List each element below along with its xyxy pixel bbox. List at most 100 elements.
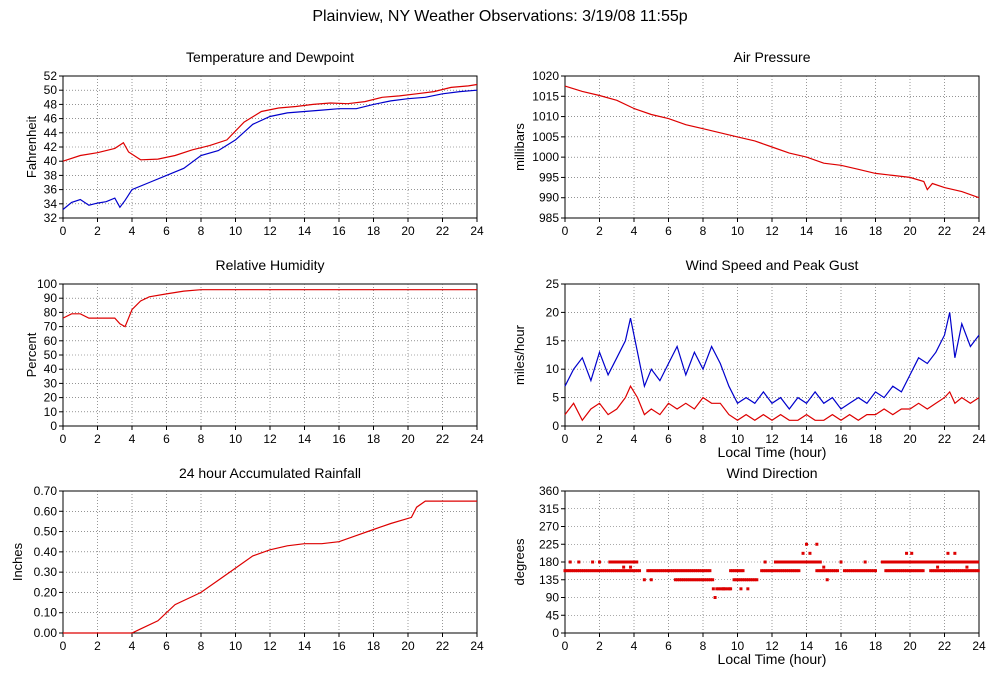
direction-point <box>932 560 936 564</box>
x-tick-label: 6 <box>163 432 170 446</box>
direction-point <box>766 569 770 573</box>
direction-point <box>706 569 710 573</box>
x-tick-label: 24 <box>470 639 484 653</box>
y-tick-label: 0 <box>552 419 559 433</box>
direction-point <box>890 569 894 573</box>
direction-point <box>808 551 812 555</box>
direction-point <box>865 569 869 573</box>
direction-point <box>568 560 572 564</box>
x-tick-label: 6 <box>665 432 672 446</box>
y-tick-label: 44 <box>44 126 58 140</box>
direction-point <box>725 587 729 591</box>
direction-point <box>673 578 677 582</box>
direction-point <box>817 569 821 573</box>
direction-point <box>773 560 777 564</box>
direction-point <box>839 560 843 564</box>
direction-point <box>971 560 975 564</box>
direction-point <box>704 578 708 582</box>
x-tick-label: 20 <box>903 432 917 446</box>
direction-point <box>660 569 664 573</box>
direction-point <box>669 569 673 573</box>
x-tick-label: 10 <box>229 224 243 238</box>
x-tick-label: 2 <box>94 224 101 238</box>
x-tick-label: 10 <box>731 224 745 238</box>
direction-point <box>619 569 623 573</box>
direction-point <box>941 569 945 573</box>
x-tick-label: 2 <box>596 639 603 653</box>
direction-point <box>857 569 861 573</box>
x-tick-label: 12 <box>263 639 277 653</box>
direction-point <box>974 560 978 564</box>
y-axis-label: degrees <box>512 538 527 585</box>
direction-point <box>801 551 805 555</box>
direction-point <box>958 569 962 573</box>
x-tick-label: 10 <box>731 432 745 446</box>
direction-point <box>613 569 617 573</box>
direction-point <box>791 560 795 564</box>
direction-point <box>934 560 938 564</box>
direction-point <box>863 569 867 573</box>
x-tick-label: 16 <box>332 432 346 446</box>
direction-point <box>939 569 943 573</box>
direction-point <box>831 569 835 573</box>
direction-point <box>776 560 780 564</box>
y-axis-label: Fahrenheit <box>24 116 39 179</box>
series-line-temp-1 <box>62 89 478 210</box>
direction-point <box>596 569 600 573</box>
direction-point <box>648 569 652 573</box>
direction-point <box>955 560 959 564</box>
y-tick-label: 990 <box>539 191 559 205</box>
x-tick-label: 8 <box>700 639 707 653</box>
direction-point <box>588 569 592 573</box>
direction-point <box>947 560 951 564</box>
direction-point <box>938 560 942 564</box>
direction-point <box>825 578 829 582</box>
direction-point <box>686 578 690 582</box>
direction-point <box>602 569 606 573</box>
direction-point <box>970 569 974 573</box>
x-tick-label: 4 <box>129 224 136 238</box>
x-tick-label: 18 <box>367 432 381 446</box>
direction-point <box>681 569 685 573</box>
direction-point <box>821 569 825 573</box>
direction-point <box>592 569 596 573</box>
direction-point <box>935 569 939 573</box>
direction-point <box>802 560 806 564</box>
direction-point <box>692 578 696 582</box>
x-tick-label: 4 <box>129 432 136 446</box>
direction-point <box>800 560 804 564</box>
direction-point <box>675 569 679 573</box>
y-tick-label: 0 <box>50 419 57 433</box>
direction-point <box>695 569 699 573</box>
direction-point <box>693 569 697 573</box>
plot-frame <box>62 490 478 634</box>
direction-point <box>622 560 626 564</box>
direction-point <box>882 560 886 564</box>
y-tick-label: 0.00 <box>34 626 58 640</box>
direction-point <box>671 569 675 573</box>
x-tick-label: 16 <box>332 639 346 653</box>
direction-point <box>621 569 625 573</box>
direction-point <box>784 569 788 573</box>
direction-point <box>774 569 778 573</box>
direction-point <box>853 569 857 573</box>
direction-point <box>809 560 813 564</box>
y-tick-label: 995 <box>539 170 559 184</box>
y-tick-label: 0.60 <box>34 504 58 518</box>
y-tick-label: 15 <box>546 334 560 348</box>
direction-point <box>907 560 911 564</box>
direction-point <box>919 569 923 573</box>
direction-point <box>905 569 909 573</box>
direction-point <box>928 560 932 564</box>
x-tick-label: 24 <box>972 639 986 653</box>
direction-point <box>886 569 890 573</box>
direction-point <box>715 587 719 591</box>
direction-point <box>811 560 815 564</box>
direction-point <box>722 587 726 591</box>
direction-point <box>825 569 829 573</box>
direction-point <box>662 569 666 573</box>
direction-point <box>624 560 628 564</box>
